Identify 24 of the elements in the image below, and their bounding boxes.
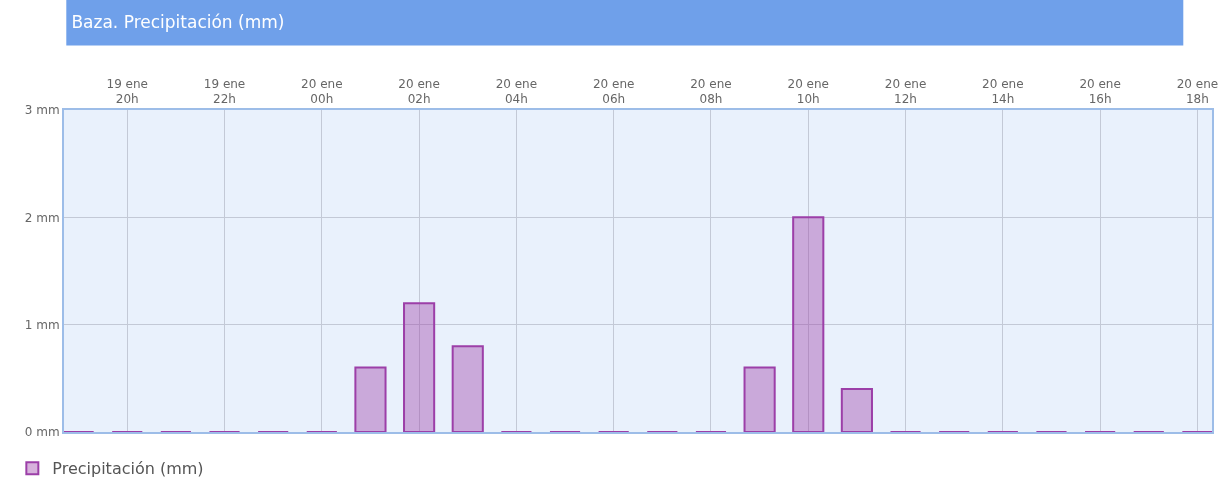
bar: [792, 216, 825, 432]
bar: [451, 345, 484, 432]
chart-title: Baza. Precipitación (mm): [71, 12, 285, 33]
x-tick-label: 20 ene 02h: [398, 76, 440, 107]
y-tick-label: 3 mm: [24, 103, 60, 118]
x-tick-label: 19 ene 22h: [203, 76, 246, 107]
x-tick-label: 20 ene 10h: [787, 76, 829, 107]
y-tick-label: 0 mm: [24, 425, 60, 440]
x-tick-label: 20 ene 18h: [1176, 76, 1219, 107]
x-tick-label: 20 ene 14h: [982, 76, 1024, 107]
bar: [840, 388, 873, 432]
bar: [403, 302, 436, 432]
x-tick-label: 20 ene 12h: [884, 76, 927, 107]
x-tick-label: 20 ene 16h: [1079, 76, 1121, 107]
x-tick-label: 19 ene 20h: [106, 76, 148, 107]
x-tick-label: 20 ene 04h: [495, 76, 538, 107]
x-tick-label: 20 ene 06h: [592, 76, 635, 107]
y-tick-label: 2 mm: [24, 210, 60, 225]
x-tick-label: 20 ene 00h: [301, 76, 343, 107]
bar: [743, 366, 776, 432]
bar: [354, 366, 387, 432]
x-tick-label: 20 ene 08h: [690, 76, 732, 107]
legend-label: Precipitación (mm): [52, 459, 204, 479]
y-tick-label: 1 mm: [24, 317, 60, 332]
